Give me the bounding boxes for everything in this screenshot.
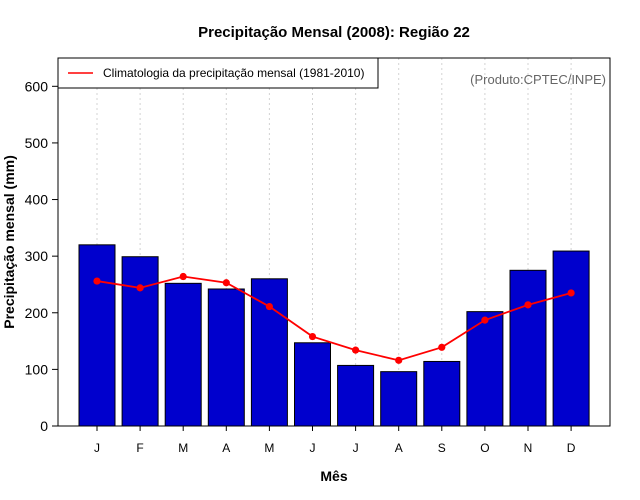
x-tick-label: O (480, 441, 489, 455)
y-tick-label: 200 (25, 305, 49, 321)
bar-12 (552, 250, 590, 427)
climatology-point-9 (438, 343, 446, 351)
bar-2 (121, 256, 159, 427)
climatology-point-5 (265, 302, 273, 311)
x-tick-label: A (395, 441, 403, 455)
y-axis: 0 100 200 300 400 500 600 (25, 78, 58, 434)
bar-9 (423, 360, 461, 427)
climatology-point-3 (179, 272, 187, 281)
legend: Climatologia da precipitação mensal (198… (57, 57, 379, 89)
x-axis-title: Mês (320, 468, 347, 484)
bar-11 (509, 269, 547, 427)
y-tick-label: 400 (25, 192, 49, 208)
x-tick-label: M (178, 441, 188, 455)
y-tick-label: 600 (25, 78, 49, 94)
x-tick-label: S (438, 441, 446, 455)
x-tick-label: D (567, 441, 576, 455)
climatology-point-4 (222, 279, 230, 287)
x-tick-label: A (222, 441, 230, 455)
legend-box (57, 57, 379, 89)
climatology-point-11 (524, 301, 532, 309)
y-tick-label: 300 (25, 248, 49, 264)
climatology-point-7 (352, 346, 360, 354)
climatology-line (96, 275, 572, 362)
bar-4 (207, 288, 245, 427)
climatology-point-1 (93, 277, 101, 285)
bar-1 (78, 244, 116, 427)
x-tick-label: N (524, 441, 533, 455)
y-tick-label: 100 (25, 361, 49, 377)
y-tick-label: 500 (25, 135, 49, 151)
bar-10 (466, 311, 504, 427)
bar-8 (380, 371, 418, 427)
bar-3 (164, 282, 202, 427)
bar-series (78, 244, 590, 427)
x-tick-label: J (353, 441, 359, 455)
chart-title: Precipitação Mensal (2008): Região 22 (198, 24, 470, 41)
x-tick-label: F (136, 441, 143, 455)
x-tick-label: M (264, 441, 274, 455)
x-tick-label: J (310, 441, 316, 455)
climatology-line-series (93, 272, 575, 364)
climatology-point-12 (567, 289, 575, 297)
legend-label: Climatologia da precipitação mensal (198… (103, 66, 364, 80)
bar-6 (294, 342, 331, 427)
bar-7 (337, 364, 375, 427)
y-tick-label: 0 (40, 418, 48, 434)
x-tick-label: J (94, 441, 100, 455)
climatology-point-2 (136, 284, 144, 292)
y-axis-title: Precipitação mensal (mm) (1, 155, 17, 329)
climatology-point-10 (481, 316, 489, 324)
climatology-point-6 (308, 332, 317, 341)
bar-5 (250, 278, 288, 427)
product-credit: (Produto:CPTEC/INPE) (470, 72, 606, 87)
climatology-point-8 (395, 356, 403, 364)
